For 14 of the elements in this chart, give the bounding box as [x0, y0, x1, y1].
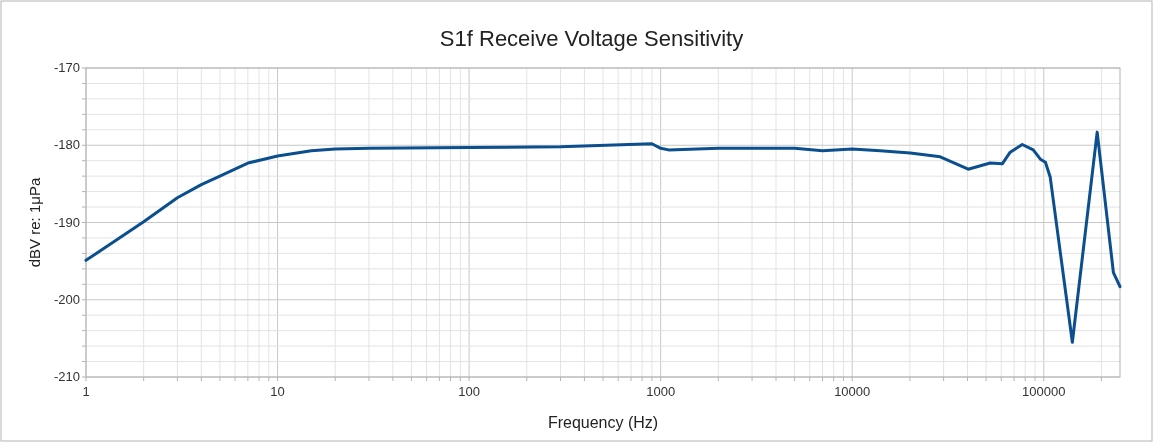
- x-tick-label: 10: [270, 384, 285, 399]
- y-tick-label: -210: [53, 369, 80, 384]
- x-tick-label: 100000: [1022, 384, 1066, 399]
- y-axis-title: dBV re: 1μPa: [26, 177, 43, 268]
- chart-title: S1f Receive Voltage Sensitivity: [439, 26, 744, 51]
- x-tick-label: 100: [458, 384, 480, 399]
- y-tick-label: -200: [53, 291, 80, 307]
- y-tick-label: -180: [53, 137, 80, 153]
- x-axis-title: Frequency (Hz): [547, 414, 659, 431]
- y-tick-label: -190: [53, 214, 80, 230]
- y-tick-label: -170: [53, 60, 80, 75]
- x-tick-label: 10000: [834, 384, 871, 399]
- x-tick-label: 1: [82, 384, 90, 399]
- x-tick-label: 1000: [646, 384, 676, 399]
